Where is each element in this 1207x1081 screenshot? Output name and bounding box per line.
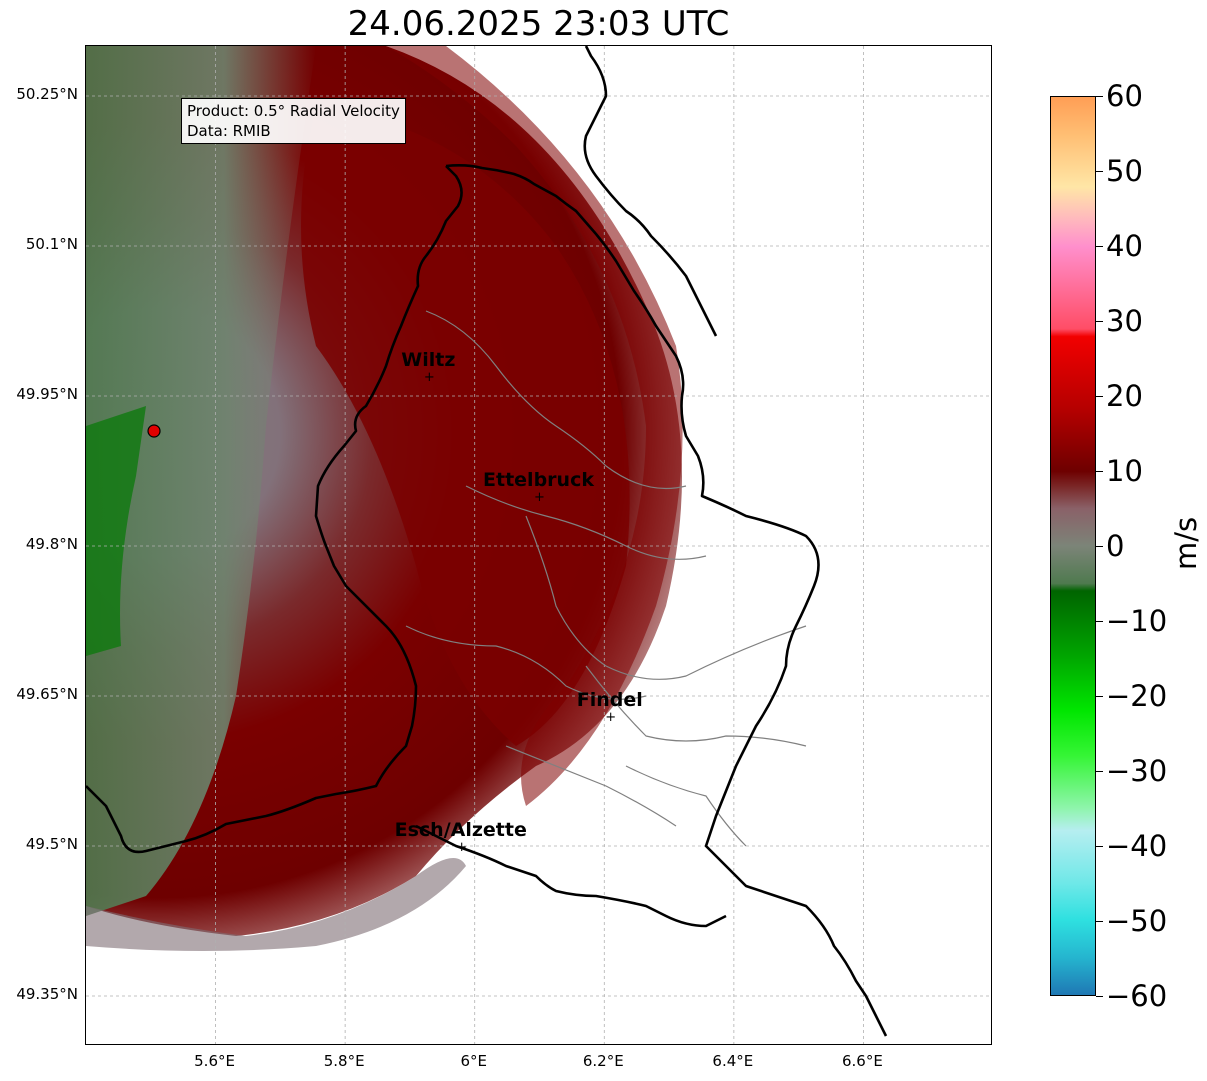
lat-tick-label: 50.25°N: [16, 85, 78, 103]
colorbar-tick-mark: [1096, 171, 1103, 172]
colorbar-tick-label: 10: [1106, 454, 1143, 488]
velocity-colorbar: [1050, 96, 1096, 996]
radar-site-marker: [147, 424, 161, 438]
colorbar-tick-mark: [1096, 321, 1103, 322]
lon-tick-label: 6.6°E: [842, 1052, 883, 1070]
border-luxembourg-france: [415, 824, 727, 928]
lat-tick-label: 49.95°N: [16, 385, 78, 403]
product-label: Product: 0.5° Radial Velocity: [187, 102, 400, 120]
colorbar-unit-label: m/s: [1169, 516, 1203, 570]
data-source-label: Data: RMIB: [187, 122, 271, 140]
echo-south-fringe: [86, 858, 466, 951]
product-info-box: Product: 0.5° Radial Velocity Data: RMIB: [181, 98, 406, 144]
internal-borders: [405, 310, 807, 847]
colorbar-tick-mark: [1096, 696, 1103, 697]
city-label: Findel: [576, 689, 643, 711]
colorbar-tick-label: 30: [1106, 304, 1143, 338]
colorbar-tick-mark: [1096, 621, 1103, 622]
city-label: Ettelbruck: [483, 469, 594, 491]
colorbar-tick-mark: [1096, 546, 1103, 547]
lat-tick-label: 49.65°N: [16, 685, 78, 703]
echo-inbound-core: [86, 406, 146, 656]
city-marker: +: [605, 710, 616, 725]
national-borders: [86, 46, 888, 1037]
graticule: [86, 46, 991, 1044]
border-north: [583, 46, 718, 337]
echo-far-edge: [386, 46, 683, 806]
lat-tick-label: 49.8°N: [25, 535, 78, 553]
colorbar-tick-label: −30: [1106, 754, 1168, 788]
city-marker: +: [534, 490, 545, 505]
colorbar-tick-mark: [1096, 471, 1103, 472]
lat-tick-label: 49.35°N: [16, 985, 78, 1003]
colorbar-tick-label: −60: [1106, 979, 1168, 1013]
lon-tick-label: 5.6°E: [194, 1052, 235, 1070]
city-markers: + + + +: [424, 370, 616, 855]
colorbar-tick-label: 40: [1106, 229, 1143, 263]
colorbar-tick-label: 60: [1106, 79, 1143, 113]
colorbar-tick-mark: [1096, 921, 1103, 922]
lon-tick-label: 6.2°E: [582, 1052, 624, 1070]
radar-map[interactable]: + + + + Product: 0.5° Radial Velocity Data:…: [85, 45, 992, 1045]
colorbar-tick-label: −20: [1106, 679, 1168, 713]
lat-tick-label: 49.5°N: [25, 835, 78, 853]
colorbar-tick-mark: [1096, 846, 1103, 847]
colorbar-tick-mark: [1096, 396, 1103, 397]
lat-tick-label: 50.1°N: [25, 235, 78, 253]
city-label: Esch/Alzette: [394, 819, 527, 841]
map-title: 24.06.2025 23:03 UTC: [347, 4, 730, 44]
colorbar-tick-mark: [1096, 246, 1103, 247]
lon-tick-label: 6.4°E: [712, 1052, 754, 1070]
colorbar-tick-mark: [1096, 96, 1103, 97]
echo-field: [86, 46, 683, 951]
colorbar-tick-label: −10: [1106, 604, 1168, 638]
colorbar-tick-label: 0: [1106, 529, 1125, 563]
colorbar-tick-label: −40: [1106, 829, 1168, 863]
border-luxembourg-germany: [445, 164, 888, 1037]
colorbar-tick-mark: [1096, 771, 1103, 772]
border-luxembourg-belgium: [86, 165, 463, 854]
colorbar-tick-mark: [1096, 996, 1103, 997]
city-marker: +: [424, 370, 435, 385]
city-label: Wiltz: [401, 349, 456, 371]
colorbar-tick-label: 20: [1106, 379, 1143, 413]
city-marker: +: [456, 840, 467, 855]
lon-tick-label: 6°E: [460, 1052, 487, 1070]
colorbar-tick-label: −50: [1106, 904, 1168, 938]
echo-inbound: [86, 46, 316, 916]
lon-tick-label: 5.8°E: [323, 1052, 365, 1070]
radar-map-canvas: + + + +: [86, 46, 991, 1044]
echo-outbound-core: [301, 106, 630, 746]
colorbar-tick-label: 50: [1106, 154, 1143, 188]
